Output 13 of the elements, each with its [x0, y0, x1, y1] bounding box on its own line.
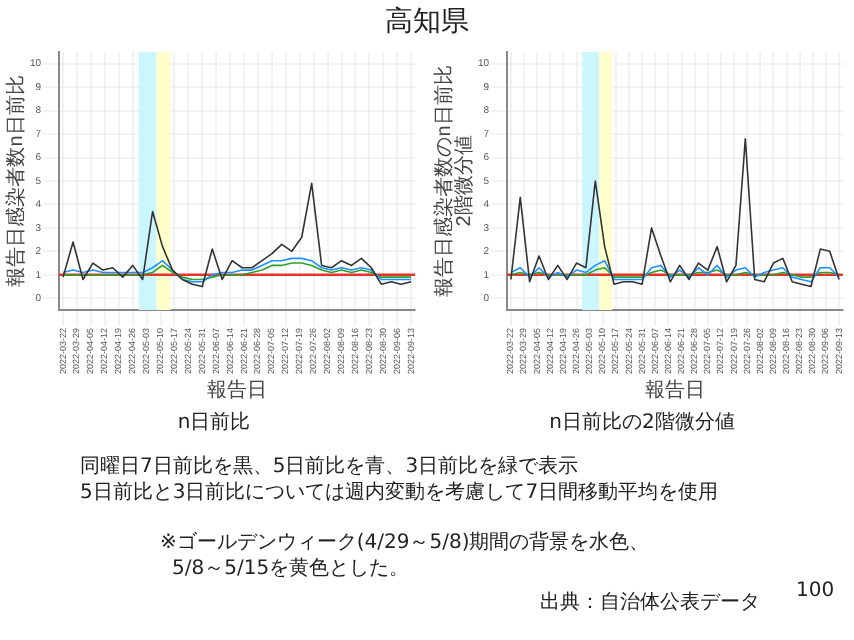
- y-axis-title: 報告日感染者数n日前比: [3, 75, 28, 287]
- y-axis-title: 報告日感染者数のn日前比 2階微分値: [431, 65, 476, 297]
- x-axis-title: 報告日: [644, 377, 705, 402]
- source-note: 出典：自治体公表データ: [540, 589, 760, 616]
- text: 5日前比と3日前比については週内変動を考慮して7日間移動平均を使用: [80, 479, 719, 506]
- text: 5/8～5/15を黄色とした。: [172, 555, 410, 582]
- text: 高知県: [383, 4, 471, 40]
- x-axis-title: 報告日: [207, 377, 268, 402]
- text: 100: [796, 580, 835, 602]
- text: ※ゴールデンウィーク(4/29～5/8)期間の背景を水色、: [160, 529, 650, 556]
- text: n日前比: [175, 409, 253, 436]
- text: n日前比の2階微分値: [547, 409, 737, 436]
- text: 同曜日7日前比を黒、5日前比を青、3日前比を緑で表示: [80, 453, 579, 480]
